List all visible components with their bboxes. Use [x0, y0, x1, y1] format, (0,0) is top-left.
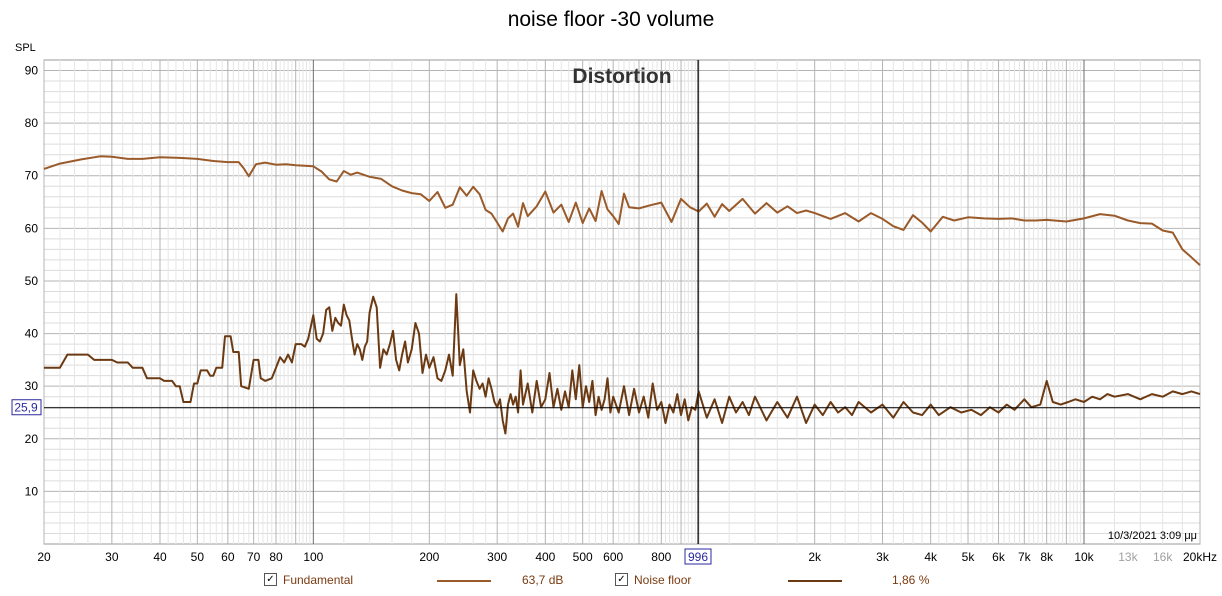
y-tick-label: 40 [25, 327, 39, 341]
x-tick-label: 60 [221, 550, 235, 564]
x-tick-label: 6k [992, 550, 1006, 564]
x-tick-label: 100 [303, 550, 323, 564]
x-tick-label: 7k [1018, 550, 1032, 564]
noise-floor-swatch [788, 580, 842, 582]
noise-floor-checkbox[interactable]: ✓ [615, 573, 628, 587]
distortion-annotation: Distortion [572, 65, 671, 88]
y-tick-label: 90 [25, 64, 39, 78]
fundamental-checkbox[interactable]: ✓ [264, 573, 277, 587]
x-tick-label: 400 [535, 550, 555, 564]
timestamp: 10/3/2021 3:09 μμ [1108, 530, 1197, 542]
x-tick-label: 20kHz [1183, 550, 1217, 564]
x-tick-label: 5k [962, 550, 976, 564]
x-tick-label: 200 [419, 550, 439, 564]
x-tick-label: 20 [37, 550, 51, 564]
cursor-x-box [684, 548, 712, 565]
y-tick-label: 70 [25, 169, 39, 183]
x-tick-label: 3k [876, 550, 890, 564]
fundamental-line [43, 155, 1201, 266]
legend-noise-floor[interactable]: ✓ Noise floor [615, 572, 691, 587]
x-tick-label: 80 [269, 550, 283, 564]
x-tick-label: 30 [105, 550, 119, 564]
x-tick-label: 2k [808, 550, 822, 564]
x-tick-label: 10k [1074, 550, 1094, 564]
legend-fundamental[interactable]: ✓ Fundamental [264, 572, 353, 587]
x-tick-label: 4k [924, 550, 938, 564]
x-tick-label: 13k [1118, 550, 1138, 564]
chart-title: noise floor -30 volume [507, 8, 715, 31]
cursor-y-box [11, 399, 42, 416]
x-tick-label: 16k [1153, 550, 1173, 564]
x-tick-label: 600 [603, 550, 623, 564]
cursor-x-label: 996 [688, 550, 708, 564]
noise-floor-line [44, 293, 1201, 435]
y-tick-label: 60 [25, 221, 39, 235]
x-tick-label: 800 [651, 550, 671, 564]
fundamental-value: 63,7 dB [522, 573, 564, 587]
x-tick-label: 8k [1040, 550, 1054, 564]
x-tick-label: 70 [247, 550, 261, 564]
y-tick-label: 50 [25, 274, 39, 288]
x-tick-label: 300 [487, 550, 507, 564]
x-tick-label: 40 [153, 550, 167, 564]
legend-noise-floor-label: Noise floor [634, 572, 692, 587]
y-tick-label: 30 [25, 379, 39, 393]
x-tick-label: 500 [573, 550, 593, 564]
y-axis-label: SPL [15, 42, 36, 54]
x-tick-label: 50 [191, 550, 205, 564]
noise-floor-value: 1,86 % [892, 573, 930, 587]
legend-fundamental-label: Fundamental [283, 572, 354, 587]
y-tick-label: 80 [25, 116, 39, 130]
fundamental-swatch [437, 580, 491, 582]
y-tick-label: 10 [25, 484, 39, 498]
y-tick-label: 20 [25, 432, 39, 446]
cursor-y-label: 25,9 [14, 401, 38, 415]
